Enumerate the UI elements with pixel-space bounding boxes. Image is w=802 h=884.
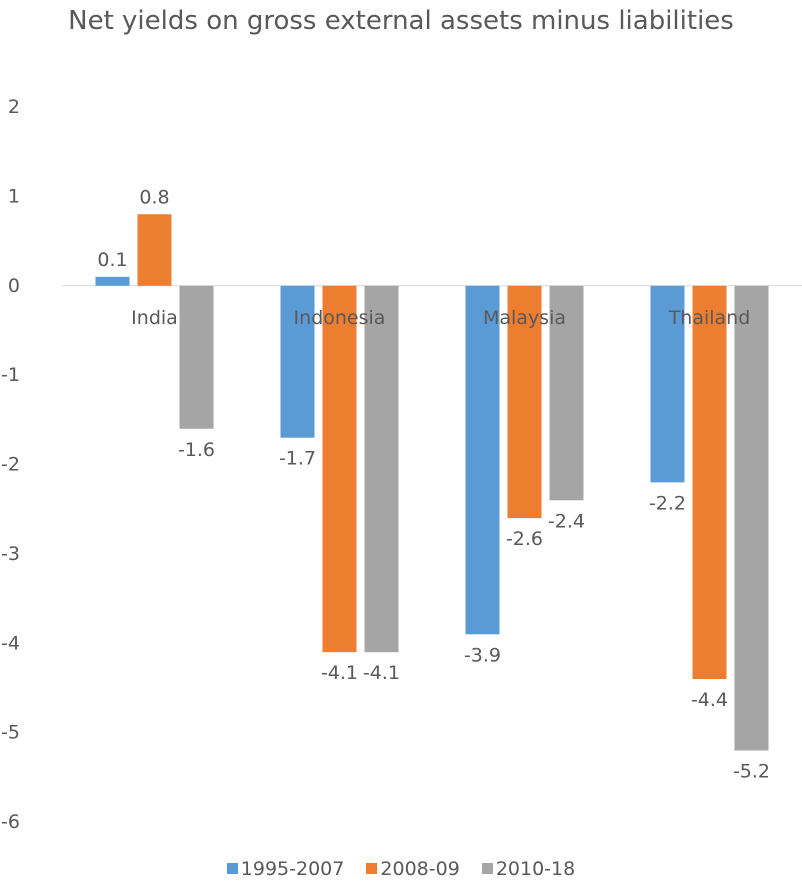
category-label: India: [131, 307, 178, 329]
data-labels: 0.1 0.8 -1.6 -1.7 -4.1 -4.1 -3.9 -2.6-2.4 -2.2 -4…: [97, 186, 770, 782]
category-label: Thailand: [668, 307, 751, 329]
bar-thailand-1995-2007: [650, 285, 685, 483]
legend-swatch: [226, 863, 238, 874]
data-label: -5.2: [733, 761, 770, 783]
legend-item-2010-18: 2010-18: [481, 858, 576, 880]
bar-malaysia-2008-09: [507, 285, 542, 519]
bar-malaysia-1995-2007: [465, 285, 500, 635]
bar-indonesia-2010-18: [364, 285, 399, 653]
bar-indonesia-2008-09: [322, 285, 357, 653]
legend-label: 1995-2007: [240, 858, 345, 880]
data-label: -4.4: [691, 689, 728, 711]
data-label: -3.9: [464, 644, 501, 666]
bar-malaysia-2010-18: [549, 285, 584, 501]
data-label: -2.2: [649, 492, 686, 514]
category-label: Indonesia: [294, 307, 386, 329]
y-axis-ticks: 2 1 0 -1 -2 -3 -4 -5 -6: [1, 96, 20, 833]
y-tick-label: -2: [1, 454, 20, 476]
data-label: 0.1: [97, 249, 127, 271]
legend: 1995-2007 2008-09 2010-18: [0, 858, 802, 880]
chart-title: Net yields on gross external assets minu…: [68, 6, 734, 36]
legend-swatch: [366, 863, 378, 874]
data-label: -1.7: [279, 448, 316, 470]
y-tick-label: -6: [1, 811, 20, 833]
data-label: 0.8: [139, 186, 169, 208]
legend-item-2008-09: 2008-09: [366, 858, 460, 880]
bar-india-2008-09: [137, 214, 172, 286]
legend-item-1995-2007: 1995-2007: [226, 858, 345, 880]
bar-thailand-2010-18: [734, 285, 769, 751]
data-label: -1.6: [178, 439, 215, 461]
data-label: -4.1: [363, 662, 400, 684]
legend-label: 2010-18: [495, 858, 576, 880]
bar-india-2010-18: [179, 285, 214, 429]
y-tick-label: -3: [1, 543, 20, 565]
y-tick-label: 1: [8, 185, 20, 207]
legend-swatch: [481, 863, 493, 874]
y-tick-label: -5: [1, 722, 20, 744]
y-tick-label: 2: [8, 96, 20, 118]
y-tick-label: -4: [1, 632, 20, 654]
data-label: -4.1: [321, 662, 358, 684]
bar-thailand-2008-09: [692, 285, 727, 679]
legend-label: 2008-09: [380, 858, 460, 880]
data-label: -2.6: [506, 528, 543, 550]
y-tick-label: -1: [1, 364, 20, 386]
data-label: -2.4: [548, 510, 585, 532]
bar-indonesia-1995-2007: [280, 285, 315, 438]
category-label: Malaysia: [483, 307, 566, 329]
bar-india-1995-2007: [95, 276, 130, 286]
y-tick-label: 0: [8, 275, 20, 297]
category-labels: India Indonesia Malaysia Thailand: [131, 307, 750, 329]
bars: [95, 214, 769, 751]
